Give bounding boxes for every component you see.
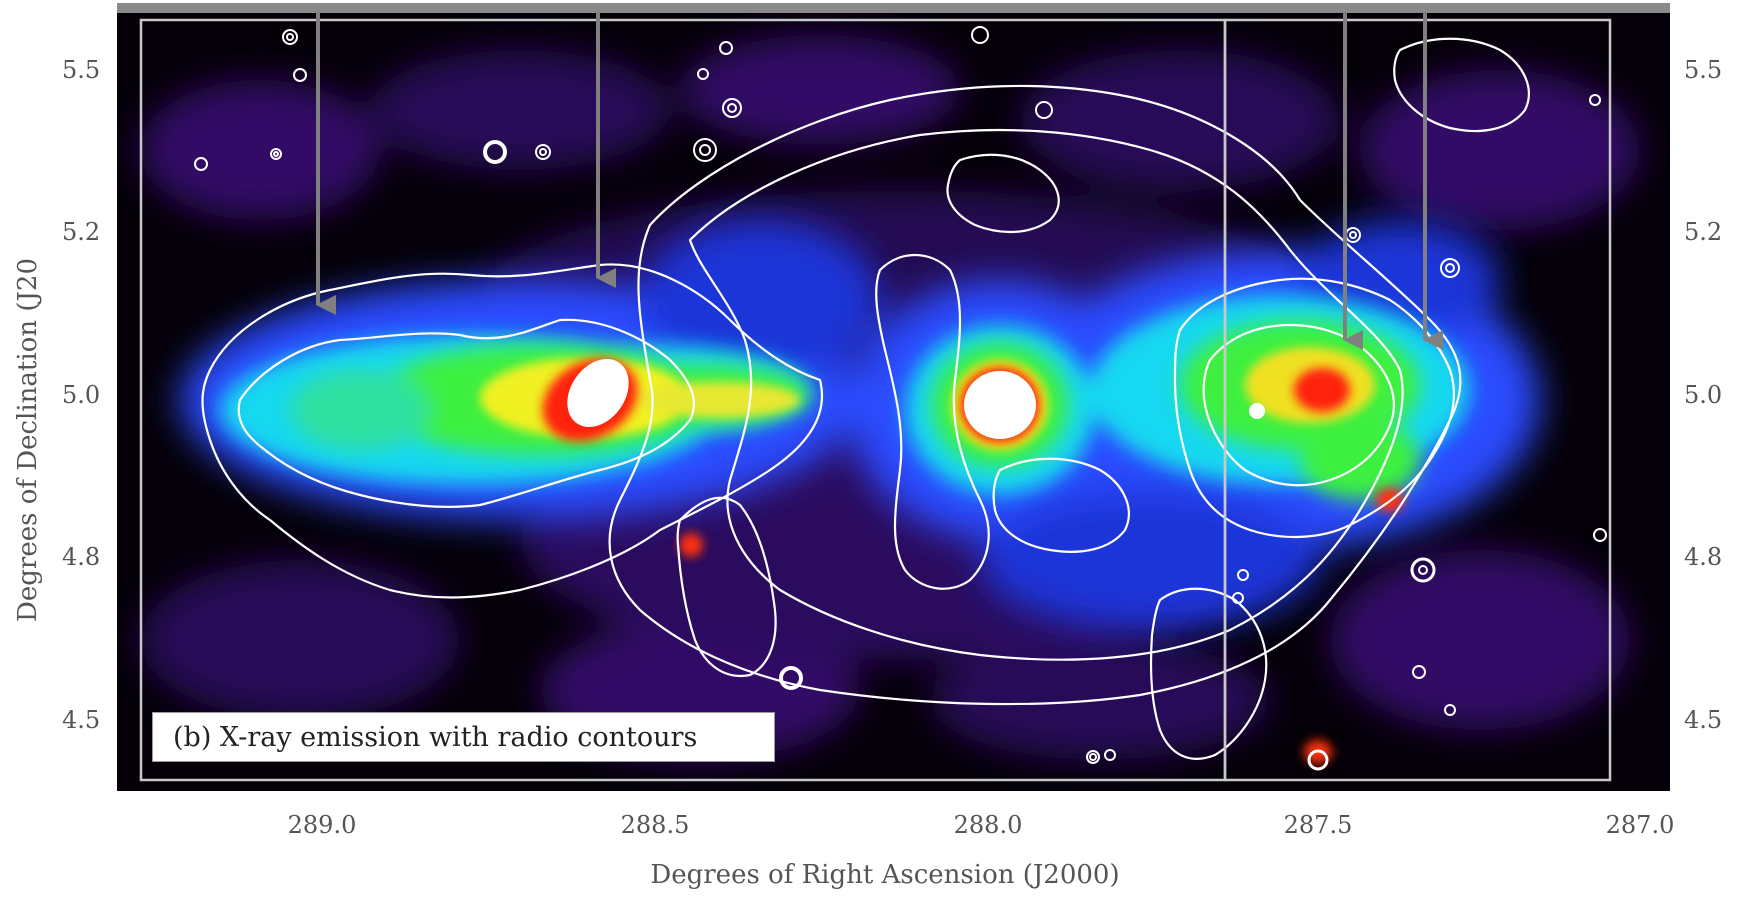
- y-tick-left: 4.5: [62, 706, 100, 734]
- y-axis-left: 5.5 5.2 5.0 4.8 4.5 Degrees of Declinati…: [13, 56, 100, 734]
- y-tick-right: 5.2: [1684, 218, 1722, 246]
- outer-radio-shell: [608, 84, 1462, 706]
- y-tick-left: 4.8: [62, 543, 100, 571]
- region-frames: [139, 18, 1612, 782]
- x-tick: 288.0: [954, 811, 1023, 839]
- x-axis: 289.0 288.5 288.0 287.5 287.0 Degrees of…: [288, 811, 1675, 890]
- central-vertical-contour: [875, 253, 990, 590]
- y-tick-left: 5.2: [62, 218, 100, 246]
- east-lobe-inner: [1202, 323, 1395, 487]
- west-lobe-inner: [237, 318, 695, 509]
- radio-contours: [201, 37, 1530, 760]
- top-border-bar: [117, 3, 1670, 13]
- y-axis-right: 5.5 5.2 5.0 4.8 4.5: [1684, 56, 1722, 734]
- east-lobe-contour: [1173, 277, 1455, 539]
- y-tick-right: 4.8: [1684, 543, 1722, 571]
- x-tick: 287.0: [1606, 811, 1675, 839]
- y-tick-right: 5.0: [1684, 381, 1722, 409]
- central-region-contour: [992, 457, 1130, 553]
- y-tick-right: 5.5: [1684, 56, 1722, 84]
- northeast-contour-loop: [1393, 37, 1530, 133]
- southwest-filament: [676, 496, 777, 678]
- pointer-arrows: [316, 12, 1443, 350]
- west-lobe-contour: [201, 263, 823, 599]
- inner-radio-shell: [688, 128, 1404, 661]
- y-tick-left: 5.5: [62, 56, 100, 84]
- x-axis-title: Degrees of Right Ascension (J2000): [650, 860, 1119, 890]
- y-axis-title: Degrees of Declination (J20: [13, 258, 43, 622]
- x-tick: 289.0: [288, 811, 357, 839]
- y-tick-right: 4.5: [1684, 706, 1722, 734]
- north-filament-contour: [946, 153, 1060, 233]
- panel-caption: (b) X-ray emission with radio contours: [173, 722, 698, 753]
- x-tick: 288.5: [621, 811, 690, 839]
- xray-image: [117, 8, 1670, 791]
- panel-caption-box: (b) X-ray emission with radio contours: [152, 712, 775, 762]
- x-tick: 287.5: [1284, 811, 1353, 839]
- southeast-filament: [1149, 587, 1268, 760]
- xray-saturated-cores: [567, 358, 1265, 439]
- point-source-contours: [194, 26, 1607, 771]
- y-tick-left: 5.0: [62, 381, 100, 409]
